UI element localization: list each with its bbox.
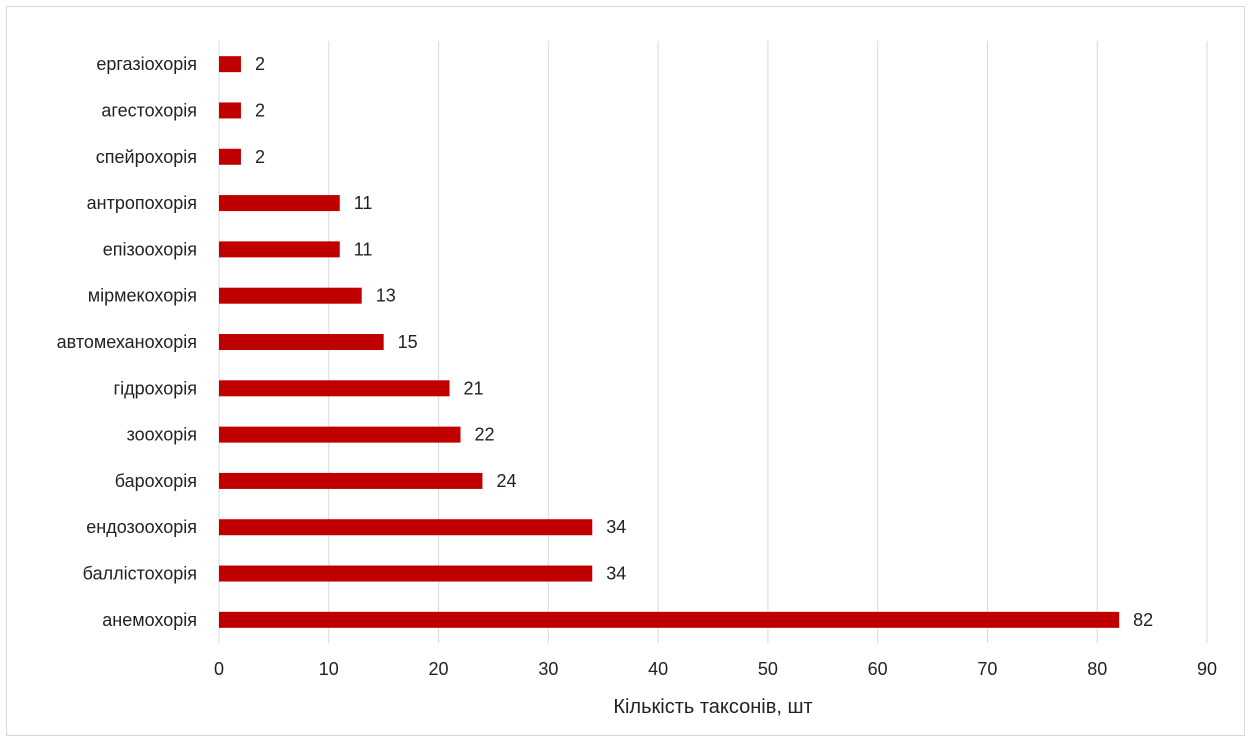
- category-label: спейрохорія: [96, 147, 197, 167]
- x-tick-label: 0: [214, 659, 224, 679]
- category-label: антропохорія: [87, 193, 197, 213]
- category-labels: анемохорія баллістохорія ендозоохорія барох…: [57, 54, 197, 630]
- x-tick-label: 40: [648, 659, 668, 679]
- data-label: 13: [376, 286, 396, 306]
- bar: [219, 565, 593, 582]
- bar: [219, 56, 241, 73]
- bar: [219, 287, 362, 304]
- bar-chart: анемохорія баллістохорія ендозоохорія барох…: [57, 41, 1217, 718]
- data-label: 34: [606, 517, 626, 537]
- data-label: 21: [464, 378, 484, 398]
- x-tick-label: 30: [538, 659, 558, 679]
- x-tick-label: 10: [319, 659, 339, 679]
- x-tick-label: 50: [758, 659, 778, 679]
- data-label: 15: [398, 332, 418, 352]
- data-label: 24: [496, 471, 516, 491]
- x-tick-labels: 0 10 20 30 40 50 60 70 80 90: [214, 659, 1217, 679]
- data-label: 22: [475, 425, 495, 445]
- data-label: 11: [354, 193, 373, 213]
- gridlines: [218, 41, 1208, 643]
- bar: [219, 380, 450, 397]
- category-label: ендозоохорія: [86, 517, 197, 537]
- bar: [219, 519, 593, 536]
- bars: [219, 56, 1120, 628]
- category-label: анемохорія: [102, 610, 197, 630]
- data-label: 2: [255, 147, 265, 167]
- x-tick-label: 70: [977, 659, 997, 679]
- bar: [219, 241, 340, 258]
- bar: [219, 426, 461, 443]
- category-label: епізоохорія: [103, 239, 197, 259]
- data-label: 34: [606, 564, 626, 584]
- category-label: агестохорія: [101, 100, 197, 120]
- x-tick-label: 20: [429, 659, 449, 679]
- x-tick-label: 90: [1197, 659, 1217, 679]
- bar: [219, 611, 1120, 628]
- bar: [219, 102, 241, 119]
- category-label: мірмекохорія: [88, 286, 197, 306]
- category-label: автомеханохорія: [57, 332, 197, 352]
- bar: [219, 472, 483, 489]
- chart-area: анемохорія баллістохорія ендозоохорія барох…: [6, 6, 1245, 736]
- x-axis-title: Кількість таксонів, шт: [613, 696, 812, 718]
- data-label: 2: [255, 54, 265, 74]
- bar: [219, 195, 340, 212]
- data-label: 11: [354, 239, 373, 259]
- category-label: зоохорія: [127, 425, 197, 445]
- x-tick-label: 60: [868, 659, 888, 679]
- data-label: 2: [255, 100, 265, 120]
- category-label: ергазіохорія: [96, 54, 197, 74]
- category-label: баллістохорія: [83, 564, 197, 584]
- category-label: гідрохорія: [114, 378, 197, 398]
- category-label: барохорія: [115, 471, 197, 491]
- x-tick-label: 80: [1087, 659, 1107, 679]
- bar: [219, 334, 384, 350]
- data-label: 82: [1133, 610, 1153, 630]
- bar: [219, 148, 241, 165]
